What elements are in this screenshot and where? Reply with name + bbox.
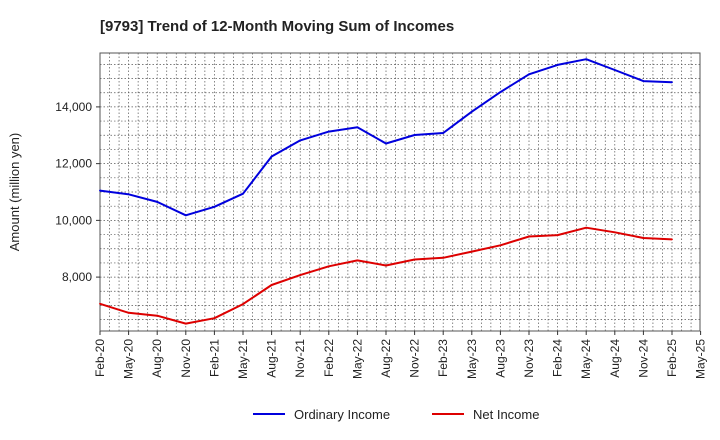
legend: Ordinary Income Net Income xyxy=(253,407,539,422)
x-tick-label: May-22 xyxy=(350,339,364,379)
x-tick-label: Aug-20 xyxy=(150,339,164,378)
data-point-0 xyxy=(499,91,502,94)
data-point-0 xyxy=(470,110,473,113)
data-point-1 xyxy=(242,303,244,305)
x-tick-label: May-24 xyxy=(579,339,593,379)
data-point-1 xyxy=(127,311,130,314)
data-point-1 xyxy=(413,258,416,261)
data-point-1 xyxy=(671,238,673,241)
data-point-0 xyxy=(99,189,101,192)
data-point-1 xyxy=(499,244,502,247)
x-tick-label: Feb-24 xyxy=(551,339,565,377)
data-point-0 xyxy=(671,81,673,84)
data-point-1 xyxy=(184,322,187,325)
data-point-1 xyxy=(442,256,445,259)
data-point-1 xyxy=(470,250,473,253)
data-point-0 xyxy=(156,201,159,203)
x-tick-label: Aug-22 xyxy=(379,339,393,378)
x-tick-label: Feb-21 xyxy=(207,339,221,377)
x-tick-label: Nov-21 xyxy=(293,339,307,378)
x-tick-label: May-25 xyxy=(694,339,708,379)
x-tick-label: May-21 xyxy=(236,339,250,379)
y-axis-ticks: 8,000 10,000 12,000 14,000 xyxy=(55,100,100,284)
data-point-0 xyxy=(242,192,244,195)
legend-label: Net Income xyxy=(473,407,539,422)
data-point-1 xyxy=(356,259,359,262)
x-tick-label: May-23 xyxy=(465,339,479,379)
data-point-1 xyxy=(327,265,330,268)
data-point-0 xyxy=(442,132,445,134)
y-tick-label: 12,000 xyxy=(55,157,92,171)
data-point-0 xyxy=(528,73,530,76)
grid xyxy=(100,53,700,331)
data-point-1 xyxy=(99,302,101,305)
data-point-1 xyxy=(213,317,216,320)
data-point-0 xyxy=(385,142,387,145)
x-tick-label: Feb-22 xyxy=(322,339,336,377)
data-point-1 xyxy=(585,226,588,229)
x-tick-label: Nov-23 xyxy=(522,339,536,378)
y-tick-label: 8,000 xyxy=(62,270,92,284)
data-point-1 xyxy=(642,237,645,239)
data-point-0 xyxy=(127,193,130,196)
y-tick-label: 10,000 xyxy=(55,213,92,227)
x-tick-label: Feb-23 xyxy=(436,339,450,377)
x-tick-label: Aug-23 xyxy=(493,339,507,378)
data-point-0 xyxy=(613,69,616,71)
y-tick-label: 14,000 xyxy=(55,100,92,114)
data-point-0 xyxy=(642,80,645,82)
x-tick-label: Feb-25 xyxy=(665,339,679,377)
legend-label: Ordinary Income xyxy=(294,407,390,422)
data-point-0 xyxy=(327,130,330,133)
data-point-0 xyxy=(356,126,359,129)
x-tick-label: Aug-21 xyxy=(265,339,279,378)
series-lines xyxy=(99,58,673,325)
data-point-1 xyxy=(556,234,559,237)
x-tick-label: Nov-24 xyxy=(636,339,650,378)
x-tick-label: Nov-20 xyxy=(179,339,193,378)
x-axis-ticks: Feb-20 May-20 Aug-20 Nov-20 Feb-21 May-21 Aug-… xyxy=(93,331,708,379)
data-point-0 xyxy=(556,64,559,66)
data-point-0 xyxy=(299,139,302,142)
data-point-0 xyxy=(270,155,273,158)
data-point-0 xyxy=(213,205,216,208)
data-point-1 xyxy=(299,274,302,277)
x-tick-label: Aug-24 xyxy=(608,339,622,378)
data-point-1 xyxy=(613,231,616,234)
y-axis-label: Amount (million yen) xyxy=(7,133,22,252)
data-point-1 xyxy=(385,264,387,267)
data-point-0 xyxy=(413,134,416,136)
data-point-1 xyxy=(156,314,159,317)
chart-title: [9793] Trend of 12-Month Moving Sum of I… xyxy=(100,18,454,35)
data-point-0 xyxy=(184,214,187,217)
plot-area xyxy=(99,52,701,332)
data-point-0 xyxy=(585,58,588,61)
data-point-1 xyxy=(270,284,273,286)
data-point-1 xyxy=(528,235,530,238)
x-tick-label: May-20 xyxy=(122,339,136,379)
x-tick-label: Feb-20 xyxy=(93,339,107,377)
x-tick-label: Nov-22 xyxy=(408,339,422,378)
